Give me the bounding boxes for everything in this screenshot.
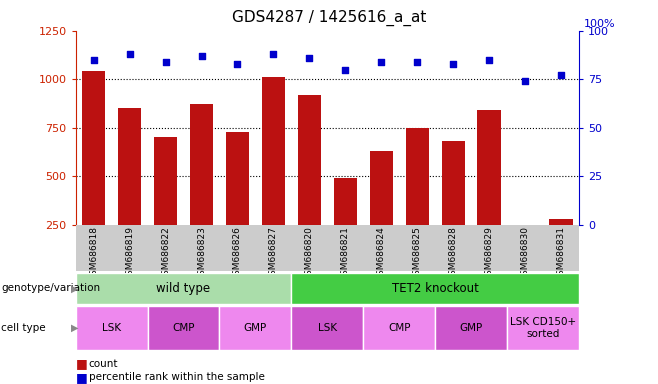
Bar [147, 306, 220, 350]
Point [520, 78, 530, 84]
Bar [478, 110, 501, 273]
Text: ■: ■ [76, 371, 88, 384]
Text: GSM686829: GSM686829 [485, 226, 494, 281]
Bar [442, 141, 465, 273]
Text: GSM686823: GSM686823 [197, 226, 206, 281]
Point [556, 72, 567, 78]
Text: count: count [89, 359, 118, 369]
Text: wild type: wild type [157, 282, 211, 295]
Text: cell type: cell type [1, 323, 46, 333]
Point [124, 51, 135, 57]
Bar [405, 128, 429, 273]
Bar [291, 273, 579, 304]
Text: ■: ■ [76, 358, 88, 371]
Text: CMP: CMP [172, 323, 195, 333]
Text: ▶: ▶ [71, 323, 78, 333]
Bar [154, 137, 177, 273]
Bar [76, 273, 291, 304]
Text: TET2 knockout: TET2 knockout [392, 282, 478, 295]
Bar [549, 219, 572, 273]
Text: GMP: GMP [459, 323, 483, 333]
Bar [118, 108, 141, 273]
Text: GSM686831: GSM686831 [557, 226, 566, 281]
Text: LSK: LSK [102, 323, 121, 333]
Text: GSM686826: GSM686826 [233, 226, 242, 281]
Text: ▶: ▶ [71, 283, 78, 293]
Text: CMP: CMP [388, 323, 411, 333]
Text: GSM686820: GSM686820 [305, 226, 314, 281]
Text: GSM686821: GSM686821 [341, 226, 350, 281]
Bar [76, 306, 147, 350]
Bar [291, 306, 363, 350]
Text: GSM686824: GSM686824 [377, 226, 386, 281]
Bar [507, 306, 579, 350]
Bar [363, 306, 435, 350]
Text: GSM686822: GSM686822 [161, 226, 170, 281]
Point [88, 57, 99, 63]
Bar [513, 232, 537, 273]
Text: 100%: 100% [584, 19, 616, 29]
Bar [82, 71, 105, 273]
Point [268, 51, 279, 57]
Bar [297, 95, 321, 273]
Point [161, 59, 171, 65]
Text: GSM686819: GSM686819 [125, 226, 134, 281]
Bar [262, 77, 285, 273]
Text: GSM686818: GSM686818 [89, 226, 98, 281]
Point [232, 61, 243, 67]
Text: GSM686827: GSM686827 [269, 226, 278, 281]
Bar [190, 104, 213, 273]
Bar [220, 306, 291, 350]
Text: percentile rank within the sample: percentile rank within the sample [89, 372, 265, 382]
Point [196, 53, 207, 59]
Point [412, 59, 422, 65]
Text: GSM686830: GSM686830 [520, 226, 530, 281]
Point [484, 57, 494, 63]
Bar [334, 178, 357, 273]
Point [340, 66, 351, 73]
Bar [435, 306, 507, 350]
Point [448, 61, 459, 67]
Text: GSM686828: GSM686828 [449, 226, 458, 281]
Text: GDS4287 / 1425616_a_at: GDS4287 / 1425616_a_at [232, 10, 426, 26]
Text: genotype/variation: genotype/variation [1, 283, 101, 293]
Bar [226, 132, 249, 273]
Text: LSK CD150+
sorted: LSK CD150+ sorted [510, 317, 576, 339]
Text: GMP: GMP [244, 323, 267, 333]
Point [376, 59, 386, 65]
Point [304, 55, 315, 61]
Text: GSM686825: GSM686825 [413, 226, 422, 281]
Bar [370, 151, 393, 273]
Text: LSK: LSK [318, 323, 337, 333]
